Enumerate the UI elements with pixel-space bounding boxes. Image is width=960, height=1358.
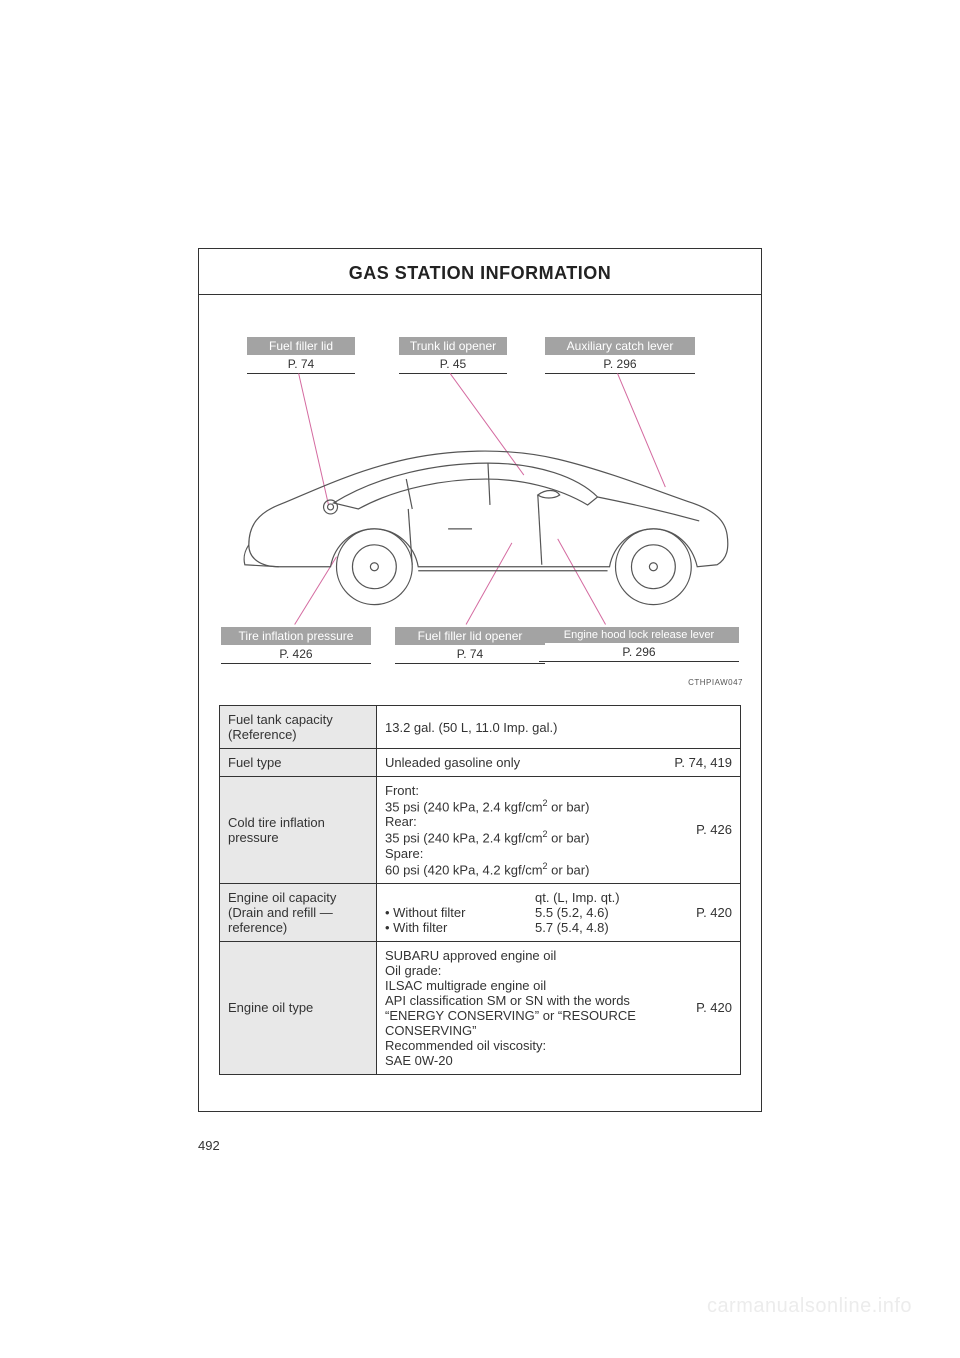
page-frame: GAS STATION INFORMATION Fuel filler lid … xyxy=(198,248,762,1112)
spec-label: Fuel type xyxy=(220,749,377,777)
callout-fuel-filler-lid-opener: Fuel filler lid opener P. 74 xyxy=(395,627,545,664)
page-title: GAS STATION INFORMATION xyxy=(199,249,761,294)
callout-rule xyxy=(221,663,371,664)
spec-page-ref: P. 420 xyxy=(650,883,741,941)
spec-value: 13.2 gal. (50 L, 11.0 Imp. gal.) xyxy=(377,706,741,749)
spec-label: Engine oil type xyxy=(220,941,377,1074)
spec-label: Cold tire inflation pressure xyxy=(220,777,377,884)
callout-page-ref: P. 74 xyxy=(395,645,545,661)
specs-table: Fuel tank capacity (Reference)13.2 gal. … xyxy=(219,705,741,1075)
image-code: CTHPIAW047 xyxy=(688,678,743,687)
table-row: Fuel tank capacity (Reference)13.2 gal. … xyxy=(220,706,741,749)
callout-rule xyxy=(395,663,545,664)
spec-page-ref: P. 420 xyxy=(650,941,741,1074)
watermark: carmanualsonline.info xyxy=(707,1295,912,1318)
callout-page-ref: P. 426 xyxy=(221,645,371,661)
spec-label: Engine oil capacity (Drain and refill — … xyxy=(220,883,377,941)
spec-page-ref: P. 426 xyxy=(650,777,741,884)
table-row: Engine oil capacity (Drain and refill — … xyxy=(220,883,741,941)
table-row: Engine oil typeSUBARU approved engine oi… xyxy=(220,941,741,1074)
page-number: 492 xyxy=(198,1138,220,1153)
car-outline xyxy=(244,451,728,605)
spec-value: Unleaded gasoline only xyxy=(377,749,651,777)
diagram-area: Fuel filler lid P. 74 Trunk lid opener P… xyxy=(199,295,761,693)
callout-badge: Tire inflation pressure xyxy=(221,627,371,645)
spec-value: SUBARU approved engine oilOil grade:ILSA… xyxy=(377,941,651,1074)
spec-value: Front:35 psi (240 kPa, 2.4 kgf/cm2 or ba… xyxy=(377,777,651,884)
callout-tire-inflation-pressure: Tire inflation pressure P. 426 xyxy=(221,627,371,664)
table-row: Fuel typeUnleaded gasoline onlyP. 74, 41… xyxy=(220,749,741,777)
spec-value: • Without filter• With filterqt. (L, Imp… xyxy=(377,883,651,941)
callout-badge: Engine hood lock release lever xyxy=(539,627,739,643)
callout-page-ref: P. 296 xyxy=(539,643,739,659)
spec-label: Fuel tank capacity (Reference) xyxy=(220,706,377,749)
spec-page-ref: P. 74, 419 xyxy=(650,749,741,777)
table-row: Cold tire inflation pressureFront:35 psi… xyxy=(220,777,741,884)
callout-badge: Fuel filler lid opener xyxy=(395,627,545,645)
callout-engine-hood-lock-release-lever: Engine hood lock release lever P. 296 xyxy=(539,627,739,662)
callout-rule xyxy=(539,661,739,662)
